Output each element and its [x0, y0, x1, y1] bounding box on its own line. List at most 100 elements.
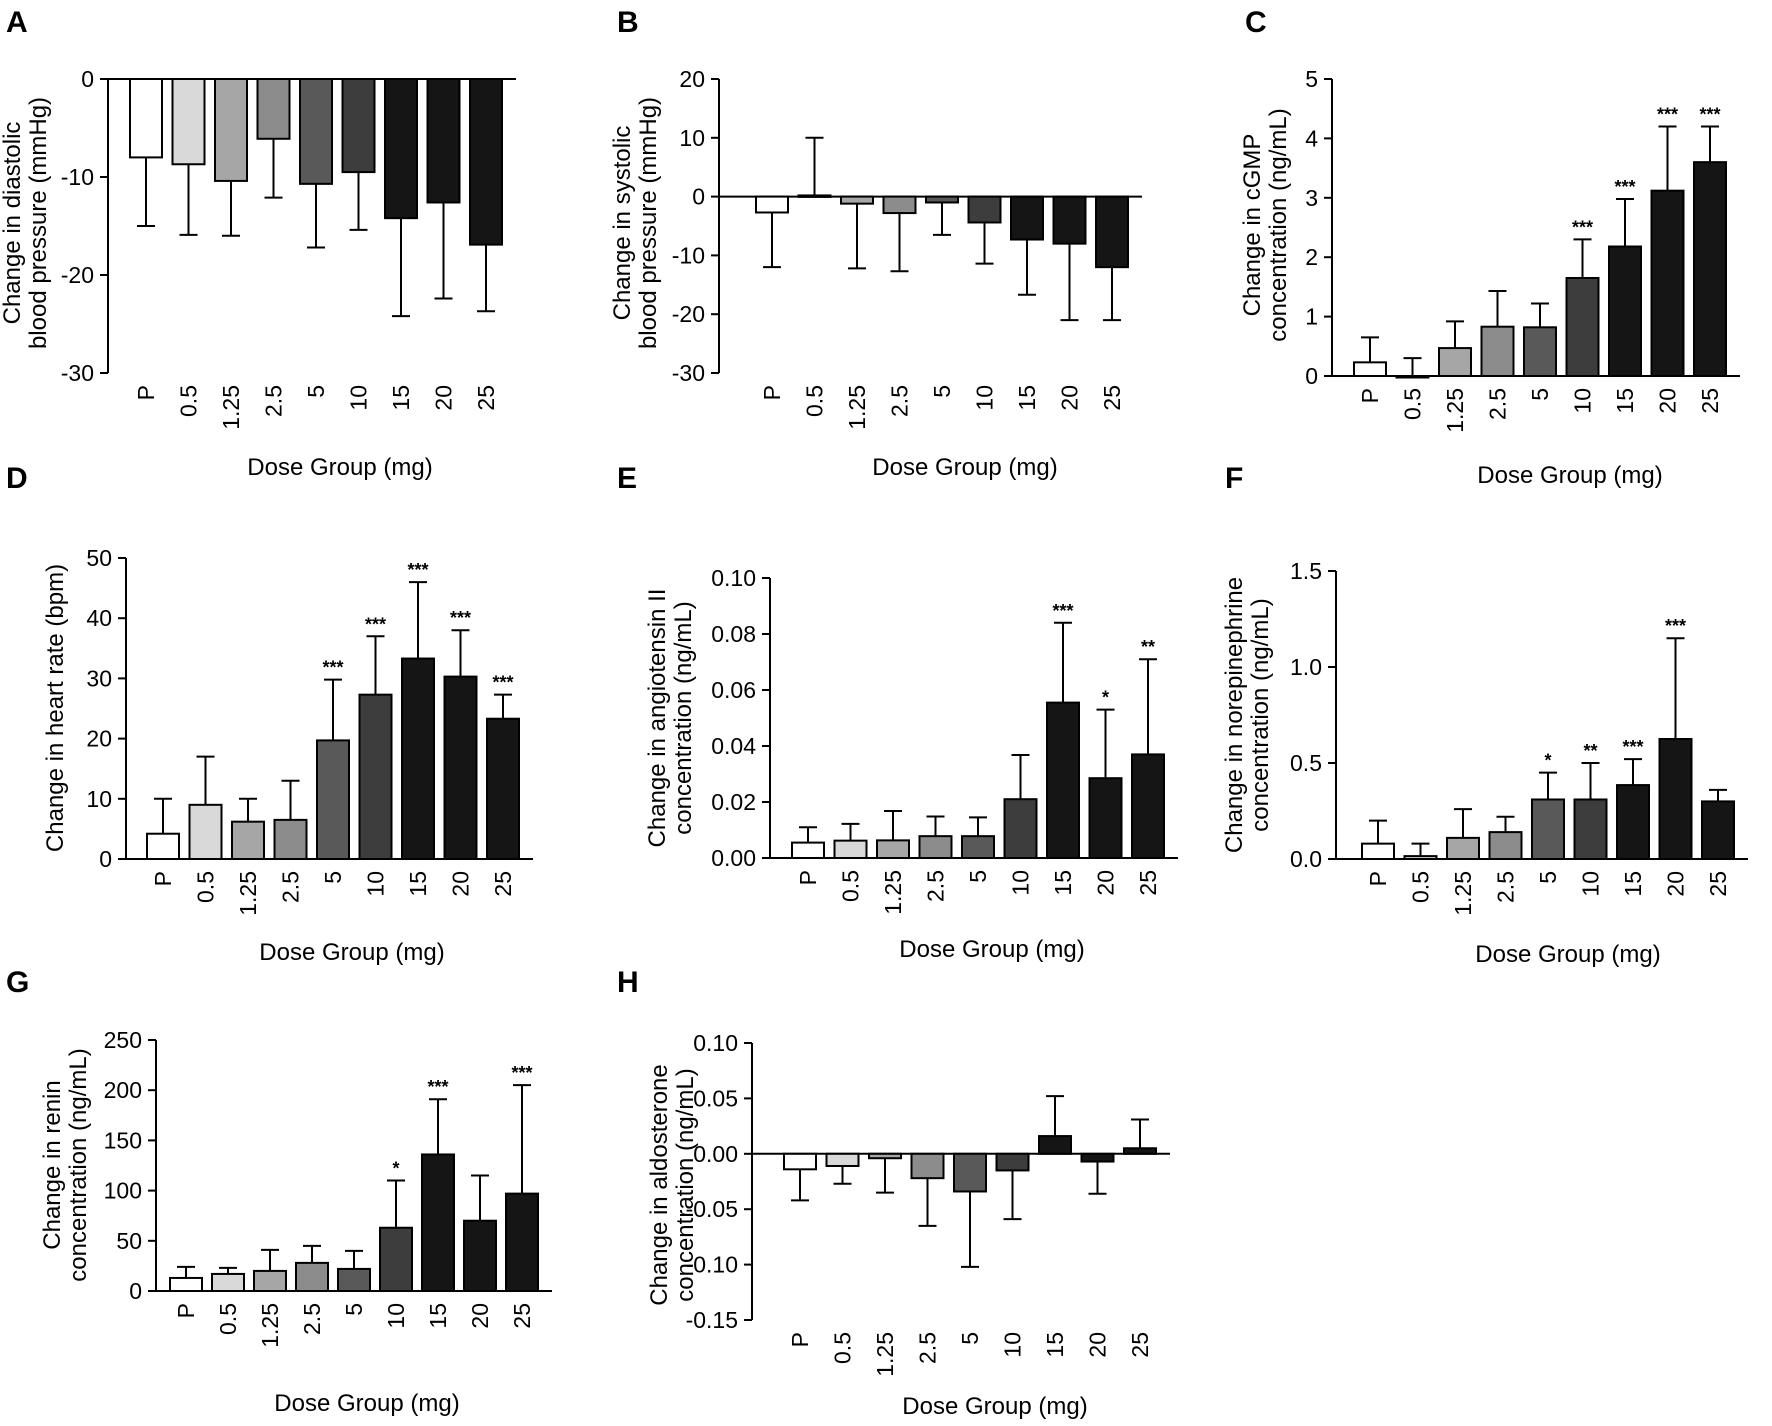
- x-tick-label: 25: [1697, 388, 1723, 414]
- x-tick-label: 10: [346, 385, 372, 411]
- bar: [129, 78, 163, 159]
- x-axis-label: Dose Group (mg): [872, 454, 1057, 481]
- significance-label: ***: [450, 608, 471, 628]
- bar: [299, 78, 333, 185]
- bar: [1488, 831, 1523, 860]
- x-tick-label: 15: [1612, 388, 1638, 414]
- bar: [1052, 195, 1087, 245]
- bar: [146, 832, 180, 861]
- bar: [925, 195, 959, 204]
- x-tick-label: 20: [431, 385, 457, 411]
- x-tick-label: P: [1357, 388, 1383, 403]
- y-tick-label: 0: [99, 846, 112, 872]
- significance-label: **: [1141, 637, 1155, 657]
- y-axis-label: Change in aldosteroneconcentration (ng/m…: [646, 1064, 699, 1306]
- x-tick-label: 2.5: [1493, 871, 1519, 903]
- chart-panel-d: D 0 10 20 30 40 50 P 0.5 1.25 2.5 *** 5 *** 10 *** 15 ***…: [6, 462, 533, 966]
- y-axis-label-line: Change in diastolic: [0, 122, 26, 325]
- y-tick-label: 200: [104, 1077, 142, 1103]
- y-axis-label-line: Change in aldosterone: [646, 1064, 673, 1306]
- y-tick-label: 50: [86, 545, 112, 571]
- bar: [755, 195, 789, 214]
- bar: [1038, 1135, 1072, 1155]
- panel-letter: G: [6, 966, 29, 999]
- bar: [797, 194, 832, 198]
- x-tick-label: 5: [929, 385, 955, 398]
- chart-panel-e: E 0.00 0.02 0.04 0.06 0.08 0.10 P 0.5 1.25 2.5 5 10 *…: [617, 462, 1178, 963]
- x-tick-label: 20: [448, 871, 474, 897]
- x-tick-label: 20: [467, 1303, 493, 1329]
- x-tick-label: P: [787, 1332, 813, 1347]
- bar: [833, 839, 868, 860]
- y-tick-label: 20: [679, 66, 705, 92]
- bar: [1353, 361, 1387, 378]
- x-tick-label: 15: [1050, 870, 1076, 896]
- y-axis-label: Change in angiotensin IIconcentration (n…: [644, 589, 697, 848]
- y-axis-label-line: concentration (ng/mL): [1247, 598, 1274, 831]
- bar: [967, 195, 1002, 224]
- panel-letter: E: [617, 462, 637, 495]
- bar: [384, 78, 418, 220]
- bar: [337, 1267, 371, 1292]
- bar: [791, 841, 825, 859]
- x-tick-label: 5: [957, 1332, 983, 1345]
- x-tick-label: 0.5: [215, 1303, 241, 1335]
- y-tick-label: 0.10: [693, 1030, 738, 1056]
- chart-panel-f: F 0.0 0.5 1.0 1.5 P 0.5 1.25 2.5 * 5 ** 10 *** 15 *** 20…: [1221, 462, 1748, 968]
- y-tick-label: 0: [692, 184, 705, 210]
- y-tick-label: 0.02: [711, 789, 756, 815]
- y-tick-label: 0.05: [693, 1085, 738, 1111]
- x-tick-label: 0.5: [176, 385, 202, 417]
- significance-label: *: [1102, 688, 1109, 708]
- bar: [882, 195, 917, 215]
- y-tick-label: -0.10: [686, 1252, 738, 1278]
- x-tick-label: P: [173, 1303, 199, 1318]
- y-tick-label: -20: [672, 301, 705, 327]
- y-axis-label-line: Change in norepinephrine: [1221, 577, 1248, 853]
- y-tick-label: 0: [1305, 363, 1318, 389]
- x-tick-label: 25: [1127, 1332, 1153, 1358]
- bar: [876, 839, 910, 859]
- x-tick-label: 0.5: [1400, 388, 1426, 420]
- x-tick-label: P: [759, 385, 785, 400]
- bar: [1080, 1152, 1115, 1163]
- chart-panel-c: C 0 1 2 3 4 5 P 0.5 1.25 2.5 5 *** 10 *** 15 *** 20 *** 25 C…: [1239, 6, 1740, 489]
- x-tick-label: 25: [509, 1303, 535, 1329]
- x-tick-label: 5: [341, 1303, 367, 1316]
- x-tick-label: 0.5: [193, 871, 219, 903]
- x-tick-label: 10: [383, 1303, 409, 1329]
- x-tick-label: 15: [1042, 1332, 1068, 1358]
- y-axis-label-line: concentration (ng/mL): [670, 601, 697, 834]
- x-tick-label: 2.5: [299, 1303, 325, 1335]
- significance-label: ***: [1614, 177, 1635, 197]
- x-tick-label: 20: [1655, 388, 1681, 414]
- x-tick-label: 2.5: [278, 871, 304, 903]
- bar: [256, 78, 291, 140]
- y-axis-label-line: concentration (ng/mL): [672, 1068, 699, 1301]
- y-tick-label: 250: [104, 1027, 142, 1053]
- y-tick-label: 1.5: [1290, 558, 1322, 584]
- x-tick-label: 10: [363, 871, 389, 897]
- panel-letter: B: [617, 6, 639, 39]
- significance-label: ***: [1665, 616, 1686, 636]
- x-axis-label: Dose Group (mg): [274, 1390, 459, 1417]
- x-tick-label: 0.5: [1408, 871, 1434, 903]
- bar: [253, 1269, 287, 1293]
- x-tick-label: 5: [320, 871, 346, 884]
- bar: [273, 818, 308, 860]
- x-tick-label: 25: [1135, 870, 1161, 896]
- y-tick-label: -30: [61, 360, 94, 386]
- significance-label: *: [1544, 751, 1551, 771]
- bar: [486, 717, 520, 861]
- x-tick-label: 15: [1620, 871, 1646, 897]
- bar: [1565, 276, 1600, 377]
- y-tick-label: 0: [129, 1278, 142, 1304]
- y-tick-label: 0.06: [711, 677, 756, 703]
- bar: [1608, 245, 1642, 377]
- y-tick-label: -0.05: [686, 1196, 738, 1222]
- x-tick-label: 20: [1057, 385, 1083, 411]
- x-tick-label: 0.5: [802, 385, 828, 417]
- significance-label: ***: [1657, 105, 1678, 125]
- bar: [1403, 855, 1438, 860]
